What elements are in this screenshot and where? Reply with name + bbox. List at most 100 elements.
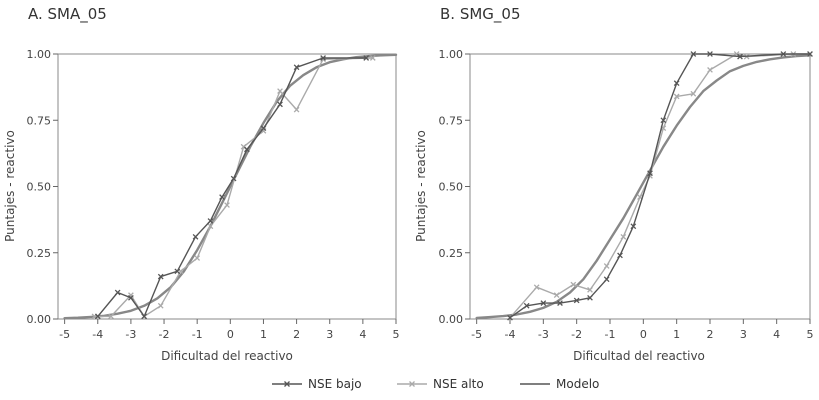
marker-stroke: [224, 202, 230, 208]
legend-label: NSE bajo: [308, 377, 362, 391]
marker-stroke: [620, 233, 627, 240]
x-tick-label: 5: [807, 328, 814, 341]
marker-stroke: [630, 223, 637, 230]
marker-stroke: [573, 297, 580, 304]
x-tick-label: -5: [59, 328, 70, 341]
tick-layer: -5 -4 -3 -2 -1 0 1 2 3 4 5 0.00 0.25 0.50 0.75 1.00: [27, 48, 400, 341]
marker-stroke: [603, 276, 610, 283]
x-tick-label: 1: [260, 328, 267, 341]
marker-stroke: [737, 53, 743, 60]
marker-stroke: [660, 117, 667, 124]
data-point: [141, 313, 148, 320]
data-point: [690, 90, 697, 97]
data-point: [174, 268, 181, 275]
y-axis-title: Puntajes - reactivo: [414, 130, 428, 242]
x-tick-label: -1: [192, 328, 203, 341]
series-line-nse-bajo: [97, 57, 367, 318]
marker-stroke: [192, 233, 199, 240]
legend-marker: [284, 381, 290, 387]
legend-label: Modelo: [556, 377, 599, 391]
x-axis-title: Dificultad del reactivo: [573, 349, 705, 363]
data-point: [293, 64, 300, 71]
data-point: [673, 93, 680, 100]
legend-entry: Modelo: [520, 377, 599, 391]
data-point: [647, 170, 653, 177]
x-tick-label: 0: [227, 328, 234, 341]
marker-stroke: [587, 294, 593, 301]
x-tick-label: 1: [673, 328, 680, 341]
data-point: [707, 67, 713, 73]
marker-stroke: [114, 289, 121, 296]
y-tick-label: 0.25: [439, 247, 464, 260]
marker-stroke: [690, 90, 697, 97]
data-point: [780, 51, 787, 57]
marker-stroke: [523, 302, 530, 309]
data-point: [207, 218, 214, 224]
data-point: [207, 223, 214, 230]
marker-stroke: [244, 146, 250, 153]
marker-stroke: [807, 51, 813, 57]
x-tick-label: 3: [740, 328, 747, 341]
data-point: [157, 302, 164, 309]
x-tick-label: 0: [640, 328, 647, 341]
marker-stroke: [707, 51, 713, 57]
data-point: [660, 117, 667, 124]
data-point: [617, 252, 623, 259]
data-point: [603, 276, 610, 283]
data-point: [507, 314, 513, 321]
y-axis-title: Puntajes - reactivo: [3, 130, 17, 242]
marker-stroke: [94, 313, 101, 320]
series-line-nse-bajo: [509, 53, 811, 319]
data-point: [128, 294, 134, 301]
legend-entry: NSE bajo: [272, 377, 362, 391]
marker-stroke: [293, 64, 300, 71]
x-tick-label: -5: [471, 328, 482, 341]
data-point: [587, 286, 593, 293]
data-point: [620, 233, 627, 240]
chart-title: A. SMA_05: [28, 5, 107, 24]
marker-stroke: [660, 125, 667, 132]
data-point: [224, 202, 230, 208]
chart-title: B. SMG_05: [440, 5, 521, 24]
x-tick-label: -1: [605, 328, 616, 341]
data-point: [807, 51, 813, 57]
series-layer: [63, 53, 398, 320]
marker-stroke: [673, 93, 680, 100]
data-point: [707, 51, 713, 57]
marker-stroke: [293, 106, 300, 113]
marker-stroke: [141, 313, 148, 320]
tick-layer: -5 -4 -3 -2 -1 0 1 2 3 4 5 0.00 0.25 0.50 0.75 1.00: [439, 48, 814, 341]
data-point: [587, 294, 593, 301]
marker-stroke: [128, 294, 134, 301]
marker-stroke: [194, 255, 201, 261]
marker-stroke: [553, 292, 560, 299]
marker-stroke: [174, 268, 181, 275]
marker-stroke: [707, 67, 713, 73]
x-tick-label: -2: [571, 328, 582, 341]
data-point: [557, 300, 563, 306]
marker-stroke: [157, 302, 164, 309]
data-point: [260, 125, 267, 132]
marker-stroke: [230, 175, 237, 182]
marker-stroke: [108, 313, 114, 320]
data-point: [277, 88, 283, 94]
data-point: [320, 55, 326, 61]
x-tick-label: -4: [505, 328, 516, 341]
marker-stroke: [207, 218, 214, 224]
marker-stroke: [617, 252, 623, 259]
y-tick-label: 0.50: [439, 181, 464, 194]
marker-stroke: [277, 101, 283, 108]
data-point: [293, 106, 300, 113]
legend-label: NSE alto: [433, 377, 484, 391]
plot-frame: [57, 53, 397, 320]
x-tick-label: -3: [538, 328, 549, 341]
data-point: [108, 313, 114, 320]
y-tick-label: 0.75: [439, 114, 464, 127]
y-tick-label: 0.50: [27, 181, 52, 194]
marker-stroke: [507, 314, 513, 321]
y-tick-label: 0.00: [27, 313, 52, 326]
marker-stroke: [240, 143, 247, 150]
marker-stroke: [260, 125, 267, 132]
